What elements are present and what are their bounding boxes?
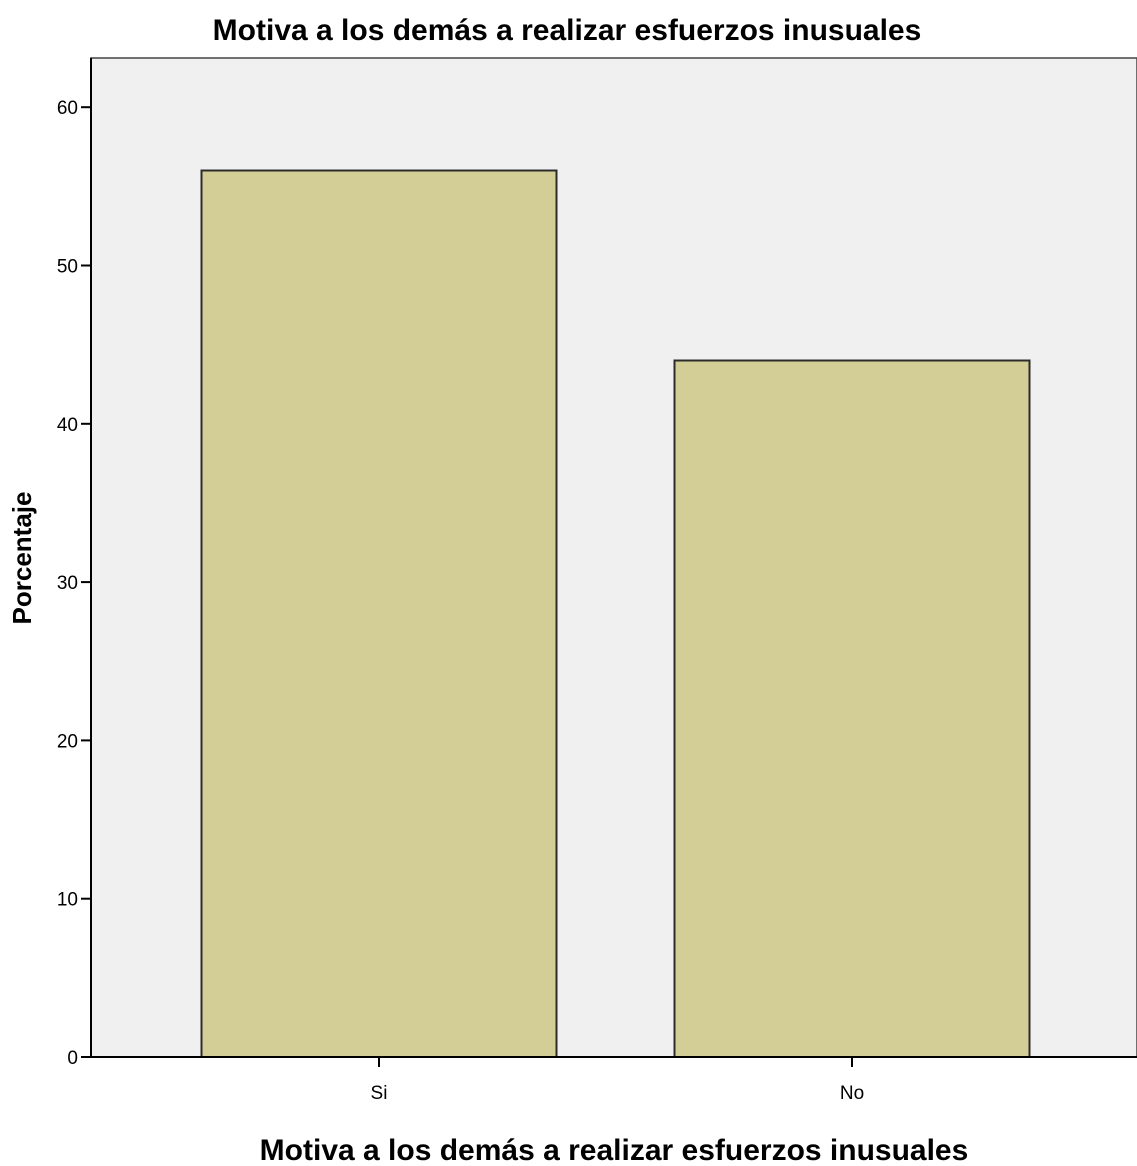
y-tick-label: 30 — [57, 573, 78, 594]
y-ticks-group: 0 10 20 30 40 50 60 — [57, 98, 91, 1069]
x-axis-label: Motiva a los demás a realizar esfuerzos … — [260, 1134, 969, 1166]
bar-si — [200, 169, 558, 1058]
y-tick-label: 40 — [57, 415, 78, 436]
y-axis-label: Porcentaje — [7, 492, 37, 625]
x-ticks-group: Si No — [371, 1057, 864, 1104]
x-tick-label: No — [840, 1083, 864, 1104]
y-tick-label: 50 — [57, 257, 78, 278]
y-tick-label: 10 — [57, 890, 78, 911]
chart-title: Motiva a los demás a realizar esfuerzos … — [213, 14, 922, 47]
y-tick-label: 20 — [57, 731, 78, 752]
y-tick-label: 0 — [67, 1048, 78, 1069]
x-tick-label: Si — [371, 1083, 388, 1104]
y-tick-label: 60 — [57, 98, 78, 119]
bar-no — [673, 359, 1031, 1058]
